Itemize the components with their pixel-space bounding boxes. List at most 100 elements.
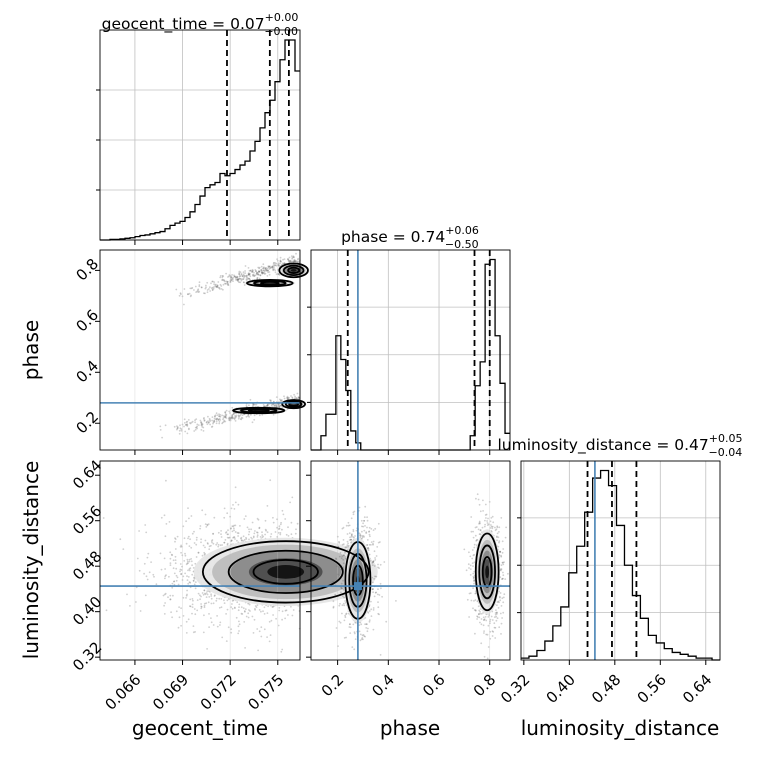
sample-point	[226, 533, 229, 536]
lumdist-mode-contour	[201, 540, 370, 604]
sample-point	[190, 421, 193, 424]
sample-point	[136, 557, 139, 560]
sample-point	[196, 599, 199, 601]
sample-point	[476, 618, 478, 620]
sample-point	[242, 540, 245, 542]
sample-point	[223, 419, 226, 422]
sample-point	[202, 631, 205, 634]
sample-point	[185, 594, 188, 597]
sample-point	[153, 575, 155, 578]
sample-point	[477, 605, 480, 608]
sample-point	[164, 535, 167, 538]
sample-point	[213, 283, 216, 286]
sample-point	[200, 421, 202, 424]
sample-point	[280, 260, 282, 263]
sample-point	[353, 648, 356, 651]
sample-point	[211, 416, 214, 418]
right-phase-mode-density	[485, 565, 490, 579]
sample-point	[225, 531, 228, 533]
sample-point	[272, 266, 274, 268]
sample-point	[365, 531, 368, 533]
sample-point	[221, 275, 224, 277]
sample-point	[373, 578, 375, 580]
sample-point	[167, 596, 169, 599]
sample-point	[245, 415, 248, 418]
sample-point	[249, 610, 251, 612]
sample-point	[484, 503, 487, 506]
sample-point	[282, 513, 285, 516]
sample-point	[213, 415, 216, 418]
sample-point	[232, 504, 234, 506]
sample-point	[470, 599, 473, 602]
sample-point	[180, 545, 183, 548]
sample-point	[203, 551, 206, 554]
sample-point	[368, 531, 370, 533]
right-phase-mode-contour	[478, 544, 496, 600]
sample-point	[283, 262, 286, 264]
sample-point	[366, 544, 368, 546]
sample-point	[347, 524, 350, 527]
sample-point	[251, 405, 254, 408]
sample-point	[372, 609, 375, 611]
sample-point	[474, 599, 477, 601]
sample-point	[251, 270, 253, 273]
sample-point	[242, 535, 245, 538]
sample-point	[280, 400, 282, 403]
sample-point	[496, 535, 498, 538]
sample-point	[204, 513, 207, 516]
sample-point	[197, 291, 200, 293]
sample-point	[188, 545, 191, 547]
sample-point	[230, 540, 233, 543]
sample-point	[346, 540, 349, 543]
sample-point	[183, 422, 186, 424]
sample-point	[481, 526, 484, 529]
sample-point	[223, 599, 225, 602]
sample-point	[245, 615, 248, 618]
sample-point	[207, 421, 210, 424]
sample-point	[500, 517, 503, 519]
sample-point	[473, 580, 475, 582]
sample-point	[349, 632, 352, 634]
sample-point	[218, 287, 221, 289]
sample-point	[175, 579, 178, 582]
sample-point	[233, 606, 236, 609]
sample-point	[354, 535, 356, 537]
sample-point	[281, 528, 283, 531]
sample-point	[273, 404, 276, 407]
sample-point	[260, 268, 263, 271]
sample-point	[163, 557, 166, 560]
sample-point	[210, 621, 213, 624]
sample-point	[281, 262, 284, 265]
sample-point	[372, 591, 374, 594]
sample-point	[476, 615, 478, 618]
sample-point	[135, 601, 137, 603]
sample-point	[247, 602, 250, 605]
sample-point	[347, 521, 350, 524]
sample-point	[297, 396, 300, 399]
sample-point	[243, 610, 246, 612]
sample-point	[186, 423, 189, 426]
sample-point	[179, 427, 182, 430]
sample-point	[243, 281, 245, 284]
sample-point	[206, 423, 209, 426]
sample-point	[343, 604, 346, 607]
sample-point	[363, 529, 366, 532]
sample-point	[371, 588, 374, 591]
sample-point	[493, 626, 496, 629]
sample-point	[216, 417, 219, 420]
sample-point	[342, 539, 345, 541]
sample-point	[274, 269, 276, 272]
sample-point	[191, 598, 194, 600]
sample-point	[193, 583, 196, 586]
sample-point	[230, 606, 233, 608]
sample-point	[203, 602, 206, 605]
sample-point	[248, 404, 250, 407]
sample-point	[372, 628, 375, 631]
sample-point	[192, 625, 195, 627]
panel-title: phase = 0.74+0.06 −0.50	[341, 224, 479, 251]
sample-point	[186, 562, 189, 565]
sample-point	[223, 415, 226, 418]
sample-point	[238, 277, 240, 280]
sample-point	[291, 397, 294, 400]
sample-point	[379, 582, 382, 585]
